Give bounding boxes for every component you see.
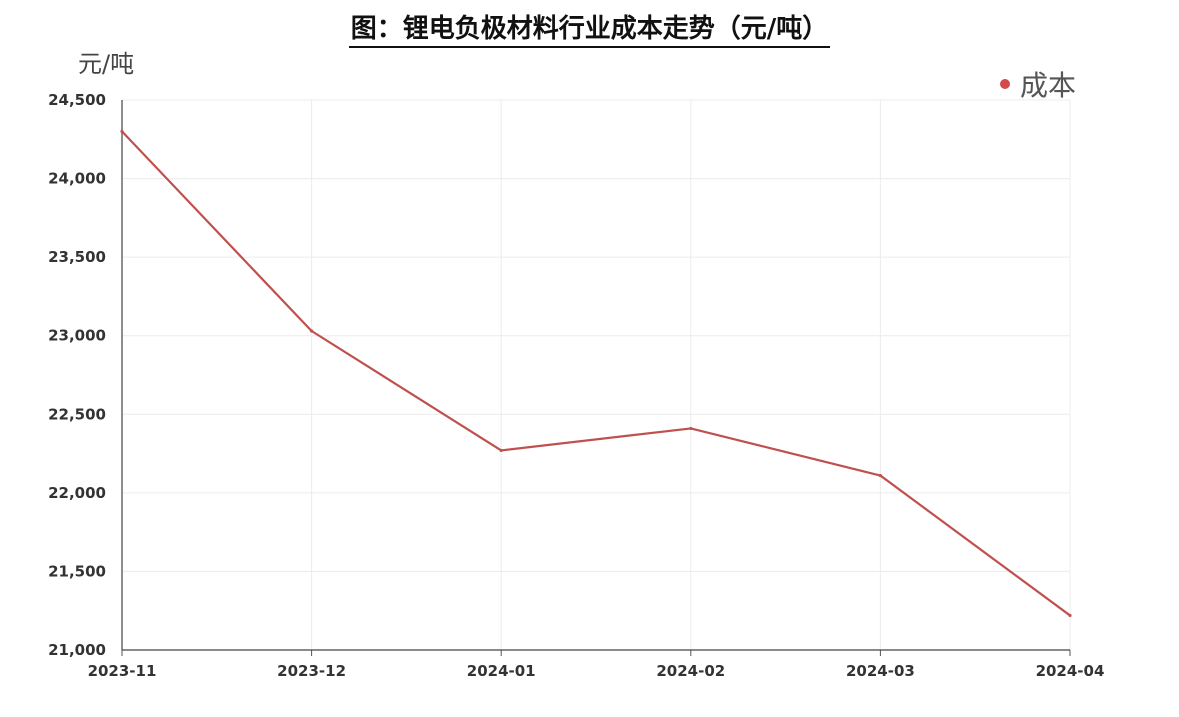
legend-label: 成本	[1020, 69, 1077, 102]
axes	[121, 100, 1071, 656]
y-tick-label: 22,500	[48, 405, 106, 423]
x-tick-label: 2024-02	[656, 662, 725, 680]
x-tick-label: 2023-11	[88, 662, 157, 680]
data-point	[878, 473, 883, 478]
series	[120, 129, 1072, 618]
y-tick-label: 23,000	[48, 327, 106, 345]
y-tick-label: 23,500	[48, 248, 106, 266]
data-point	[1068, 613, 1072, 618]
x-tick-label: 2024-01	[467, 662, 536, 680]
legend-marker	[1000, 79, 1010, 89]
y-axis-unit: 元/吨	[78, 50, 135, 78]
y-tick-labels: 21,000 21,500 22,000 22,500 23,000 23,500 24,0…	[48, 91, 106, 659]
x-tick-label: 2023-12	[277, 662, 346, 680]
x-tick-label: 2024-04	[1036, 662, 1105, 680]
x-tick-label: 2024-03	[846, 662, 915, 680]
y-tick-label: 24,500	[48, 91, 106, 109]
y-tick-label: 21,000	[48, 641, 106, 659]
data-point	[689, 426, 693, 431]
y-tick-label: 24,000	[48, 170, 106, 188]
data-point	[499, 448, 503, 453]
y-tick-label: 21,500	[48, 562, 106, 580]
data-point	[310, 329, 314, 333]
data-point	[120, 129, 124, 134]
x-tick-labels: 2023-11 2023-12 2024-01 2024-02 2024-03 2024-…	[88, 662, 1105, 680]
y-tick-label: 22,000	[48, 484, 106, 502]
chart-title: 图：锂电负极材料行业成本走势（元/吨）	[0, 8, 1179, 48]
series-line	[121, 130, 1071, 617]
grid	[122, 99, 1071, 650]
legend: 成本	[1000, 64, 1076, 104]
